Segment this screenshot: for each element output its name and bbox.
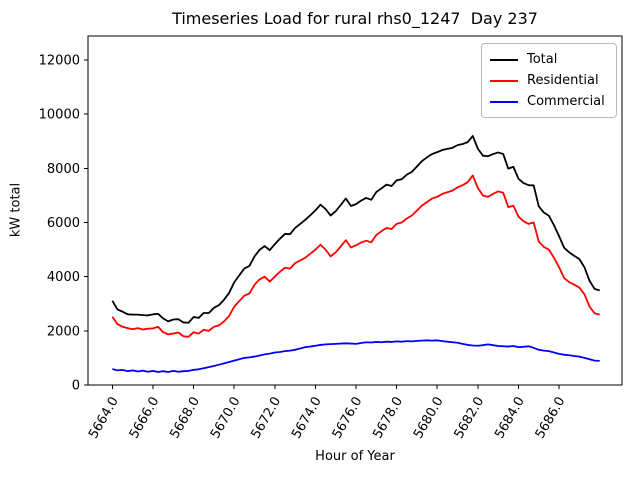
legend: Total Residential Commercial <box>481 43 617 118</box>
legend-entry-total: Total <box>490 49 608 70</box>
x-axis-label: Hour of Year <box>315 449 395 464</box>
legend-line-swatch-total <box>490 58 518 61</box>
y-tick-label: 10000 <box>39 108 80 123</box>
x-tick-label: 5682.0 <box>452 395 488 442</box>
x-tick-label: 5670.0 <box>208 395 244 442</box>
y-tick-label: 4000 <box>47 270 80 285</box>
y-tick-label: 2000 <box>47 324 80 339</box>
x-tick-label: 5666.0 <box>127 395 163 442</box>
x-tick-label: 5672.0 <box>249 395 285 442</box>
y-tick-label: 6000 <box>47 216 80 231</box>
x-tick-label: 5668.0 <box>167 395 203 442</box>
x-tick-label: 5680.0 <box>411 395 447 442</box>
x-tick-label: 5676.0 <box>330 395 366 442</box>
y-tick-label: 12000 <box>39 54 80 69</box>
legend-line-swatch-residential <box>490 79 518 82</box>
y-tick-label: 8000 <box>47 162 80 177</box>
plot-border <box>87 35 623 386</box>
legend-label-total: Total <box>527 52 558 67</box>
x-tick-label: 5686.0 <box>533 395 569 442</box>
series-line-commercial <box>112 339 600 373</box>
y-tick-label: 0 <box>72 379 80 394</box>
legend-label-commercial: Commercial <box>527 94 605 109</box>
legend-entry-residential: Residential <box>490 70 608 91</box>
x-tick-label: 5674.0 <box>289 395 325 442</box>
series-line-residential <box>111 174 600 338</box>
legend-entry-commercial: Commercial <box>490 91 608 112</box>
y-axis-label: kW total <box>8 182 24 238</box>
series-line-total <box>111 135 600 324</box>
legend-line-swatch-commercial <box>490 100 518 103</box>
chart-title: Timeseries Load for rural rhs0_1247 Day … <box>172 9 538 28</box>
x-tick-label: 5664.0 <box>86 395 122 442</box>
x-tick-label: 5678.0 <box>370 395 406 442</box>
legend-label-residential: Residential <box>527 73 599 88</box>
x-tick-label: 5684.0 <box>492 395 528 442</box>
